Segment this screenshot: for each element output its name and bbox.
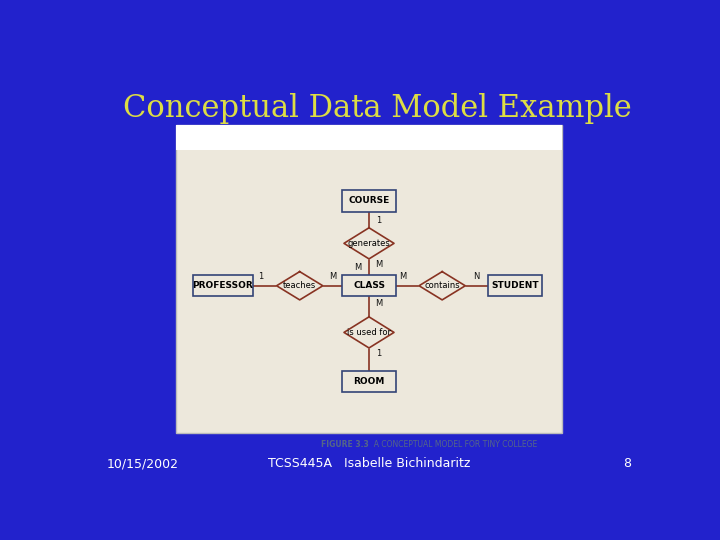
Text: TCSS445A   Isabelle Bichindaritz: TCSS445A Isabelle Bichindaritz xyxy=(268,457,470,470)
Text: ROOM: ROOM xyxy=(354,377,384,387)
Text: COURSE: COURSE xyxy=(348,197,390,205)
Text: M: M xyxy=(375,260,382,269)
Text: 10/15/2002: 10/15/2002 xyxy=(107,457,179,470)
Text: N: N xyxy=(474,272,480,281)
FancyBboxPatch shape xyxy=(193,275,253,296)
Text: M: M xyxy=(329,272,336,281)
Text: FIGURE 3.3: FIGURE 3.3 xyxy=(321,440,369,449)
Text: A CONCEPTUAL MODEL FOR TINY COLLEGE: A CONCEPTUAL MODEL FOR TINY COLLEGE xyxy=(369,440,537,449)
Text: 1: 1 xyxy=(376,215,382,225)
Text: contains: contains xyxy=(424,281,460,291)
FancyBboxPatch shape xyxy=(342,372,396,393)
Text: Conceptual Data Model Example: Conceptual Data Model Example xyxy=(124,93,632,124)
Text: 1: 1 xyxy=(376,349,382,358)
Text: generates: generates xyxy=(348,239,390,248)
Polygon shape xyxy=(276,272,323,300)
Text: M: M xyxy=(375,299,382,308)
FancyBboxPatch shape xyxy=(176,125,562,433)
FancyBboxPatch shape xyxy=(342,190,396,212)
Text: teaches: teaches xyxy=(283,281,316,291)
Text: CLASS: CLASS xyxy=(353,281,385,291)
Polygon shape xyxy=(419,272,465,300)
Text: M: M xyxy=(354,264,362,273)
Text: M: M xyxy=(399,272,406,281)
Text: PROFESSOR: PROFESSOR xyxy=(192,281,253,291)
Polygon shape xyxy=(344,317,394,348)
Text: 1: 1 xyxy=(258,272,264,281)
Polygon shape xyxy=(344,228,394,259)
FancyBboxPatch shape xyxy=(342,275,396,296)
FancyBboxPatch shape xyxy=(488,275,542,296)
FancyBboxPatch shape xyxy=(176,125,562,150)
Text: 8: 8 xyxy=(624,457,631,470)
Text: STUDENT: STUDENT xyxy=(492,281,539,291)
Text: is used for: is used for xyxy=(347,328,391,337)
